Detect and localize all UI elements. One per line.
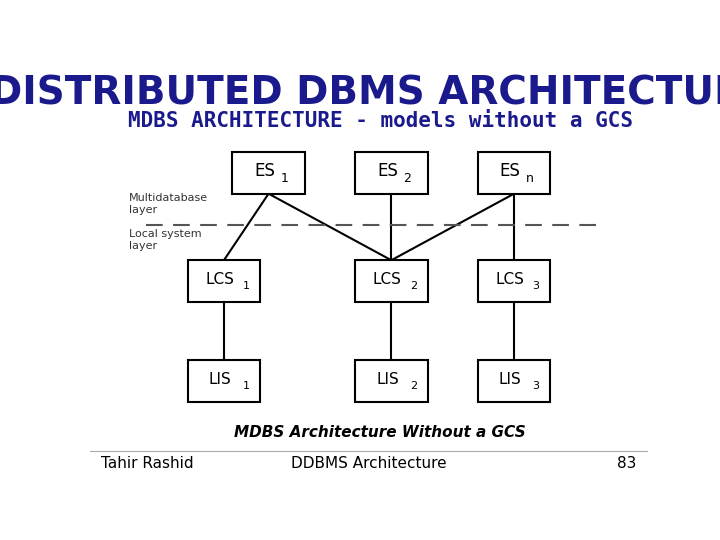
Text: ES: ES [254, 162, 275, 180]
FancyBboxPatch shape [478, 360, 550, 402]
Text: DISTRIBUTED DBMS ARCHITECTURE: DISTRIBUTED DBMS ARCHITECTURE [0, 75, 720, 113]
Text: MDBS Architecture Without a GCS: MDBS Architecture Without a GCS [234, 426, 526, 440]
Text: 1: 1 [281, 172, 289, 185]
Text: LIS: LIS [376, 372, 399, 387]
Text: LCS: LCS [496, 272, 525, 287]
Text: MDBS ARCHITECTURE - models without a GCS: MDBS ARCHITECTURE - models without a GCS [127, 111, 633, 131]
Text: LIS: LIS [499, 372, 521, 387]
Text: Tahir Rashid: Tahir Rashid [101, 456, 194, 471]
Text: 2: 2 [410, 381, 417, 391]
Text: n: n [526, 172, 534, 185]
FancyBboxPatch shape [355, 360, 428, 402]
Text: LCS: LCS [206, 272, 235, 287]
Text: Multidatabase
layer: Multidatabase layer [129, 193, 208, 215]
Text: ES: ES [500, 162, 521, 180]
Text: Local system
layer: Local system layer [129, 230, 202, 251]
Text: 83: 83 [618, 456, 637, 471]
FancyBboxPatch shape [188, 260, 260, 302]
Text: LCS: LCS [373, 272, 402, 287]
Text: DDBMS Architecture: DDBMS Architecture [291, 456, 447, 471]
FancyBboxPatch shape [478, 260, 550, 302]
FancyBboxPatch shape [355, 260, 428, 302]
Text: 1: 1 [243, 281, 249, 292]
FancyBboxPatch shape [478, 152, 550, 194]
Text: 3: 3 [533, 281, 539, 292]
Text: 1: 1 [243, 381, 249, 391]
FancyBboxPatch shape [188, 360, 260, 402]
Text: 2: 2 [404, 172, 411, 185]
Text: 2: 2 [410, 281, 417, 292]
Text: ES: ES [377, 162, 398, 180]
FancyBboxPatch shape [233, 152, 305, 194]
Text: LIS: LIS [209, 372, 231, 387]
FancyBboxPatch shape [355, 152, 428, 194]
Text: 3: 3 [533, 381, 539, 391]
